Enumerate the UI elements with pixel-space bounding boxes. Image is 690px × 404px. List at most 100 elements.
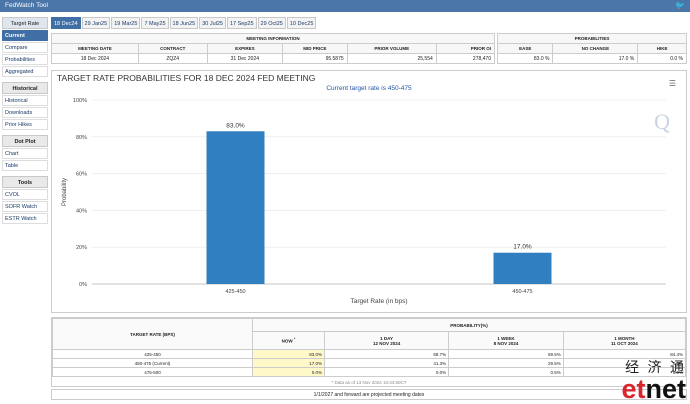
now-cell: 17.0% [252,358,325,368]
tab-meeting[interactable]: 19 Mar25 [111,17,141,29]
meeting-info-title: MEETING INFORMATION [51,33,495,44]
sidebar-item-historical[interactable]: Historical [2,95,48,106]
sidebar: Target Rate Current Compare Probabilitie… [2,17,48,225]
header-cell: CONTRACT [137,43,208,54]
table-row: 450-475 (Current) 17.0% 41.3% 29.5% 0.0% [52,358,687,368]
sidebar-item-estr-watch[interactable]: ESTR Watch [2,213,48,224]
sidebar-item-cvol[interactable]: CVOL [2,189,48,200]
now-cell: 83.0% [252,349,325,359]
expires-value: 31 Dec 2024 [206,53,284,64]
prior-volume-value: 25,554 [346,53,437,64]
sidebar-item-compare[interactable]: Compare [2,42,48,53]
probabilities-title: PROBABILITIES [497,33,687,44]
y-tick-label: 100% [73,98,87,104]
week-cell: 69.5% [448,349,564,359]
y-tick-label: 80% [76,135,87,141]
tab-meeting[interactable]: 30 Jul25 [199,17,226,29]
probability-history-table: TARGET RATE (BPS) PROBABILITY(%) NOW * 1… [52,318,687,377]
meeting-date-value: 18 Dec 2024 [51,53,139,64]
day-cell: 58.7% [323,349,450,359]
y-tick-label: 0% [79,282,87,288]
meeting-tabs: 18 Dec24 29 Jan25 19 Mar25 7 May25 18 Ju… [51,17,317,29]
tab-meeting[interactable]: 18 Jun25 [169,17,199,29]
header-cell: EASE [496,43,554,54]
sidebar-section-dot-plot: Dot Plot [2,135,48,147]
chart-panel: TARGET RATE PROBABILITIES FOR 18 DEC 202… [51,70,687,313]
sidebar-item-downloads[interactable]: Downloads [2,107,48,118]
table-row: 425-450 83.0% 58.7% 69.5% 84.4% [52,349,687,359]
bar-value-label: 83.0% [226,122,245,129]
probability-history-panel: TARGET RATE (BPS) PROBABILITY(%) NOW * 1… [51,317,687,387]
meeting-info-table: MEETING INFORMATION MEETING DATE CONTRAC… [51,33,496,64]
header-cell: MEETING DATE [51,43,139,54]
tab-meeting[interactable]: 29 Jan25 [81,17,111,29]
projected-dates-note: 1/1/2027 and forward are projected meeti… [51,389,687,400]
sidebar-section-tools: Tools [2,176,48,188]
table-row: 475-500 0.0% 0.0% 0.5% 0.0% [52,367,687,377]
header-cell: MID PRICE [282,43,348,54]
sidebar-item-chart[interactable]: Chart [2,148,48,159]
probability-bar-chart: 0% 20% 40% 60% 80% 100% 83.0% 425-450 17.0% 450-4… [62,98,666,305]
x-tick-label: 450-475 [512,289,532,295]
sidebar-item-probabilities[interactable]: Probabilities [2,54,48,65]
hamburger-menu-icon[interactable]: ☰ [668,79,676,88]
sidebar-section-target-rate: Target Rate [2,17,48,29]
period-header: 1 MONTH 11 OCT 2024 [562,331,687,350]
day-cell: 41.3% [323,358,450,368]
bar-value-label: 17.0% [513,244,532,251]
rate-cell: 450-475 (Current) [52,358,253,368]
probability-header: PROBABILITY(%) [252,318,686,332]
y-axis-label: Probability [62,178,68,206]
app-title: FedWatch Tool [5,2,48,9]
app-titlebar: FedWatch Tool 🐦 [0,0,690,12]
header-cell: EXPIRES [206,43,284,54]
period-header: 1 DAY 12 NOV 2024 [323,331,450,350]
week-cell: 0.5% [448,367,564,377]
y-tick-label: 60% [76,172,87,178]
sidebar-item-aggregated[interactable]: Aggregated [2,66,48,77]
y-tick-label: 40% [76,208,87,214]
y-tick-label: 20% [76,245,87,251]
header-cell: NO CHANGE [552,43,639,54]
prior-oi-value: 278,470 [435,53,496,64]
mid-price-value: 95.5875 [282,53,348,64]
twitter-icon[interactable]: 🐦 [675,1,685,10]
sidebar-item-current[interactable]: Current [2,30,48,41]
cme-q-logo: Q [654,109,670,134]
week-cell: 29.5% [448,358,564,368]
tab-meeting[interactable]: 7 May25 [141,17,169,29]
rate-cell: 475-500 [52,367,253,377]
sidebar-item-table[interactable]: Table [2,160,48,171]
x-tick-label: 425-450 [225,289,245,295]
header-cell: PRIOR OI [435,43,496,54]
chart-subtitle: Current target rate is 450-475 [326,85,412,92]
chart-title: TARGET RATE PROBABILITIES FOR 18 DEC 202… [57,73,316,83]
header-cell: HIKE [637,43,687,54]
data-timestamp-note: * Data as of 13 Nov 2024 16:34:50CT [331,380,407,385]
sidebar-item-sofr-watch[interactable]: SOFR Watch [2,201,48,212]
bar [493,252,552,284]
now-cell: 0.0% [252,367,325,377]
no-change-value: 17.0 % [552,53,639,64]
rate-cell: 425-450 [52,349,253,359]
bar [206,131,265,284]
tab-meeting[interactable]: 10 Dec25 [286,17,317,29]
sidebar-section-historical: Historical [2,82,48,94]
target-rate-header: TARGET RATE (BPS) [52,318,253,350]
sidebar-item-prior-hikes[interactable]: Prior Hikes [2,119,48,130]
etnet-logo-text: etnet [621,374,686,404]
now-header: NOW * [252,331,325,350]
header-cell: PRIOR VOLUME [346,43,437,54]
probabilities-table: PROBABILITIES EASE NO CHANGE HIKE 83.0 %… [496,33,687,64]
etnet-logo: 经 济 通 etnet [621,357,686,404]
tab-meeting[interactable]: 29 Oct25 [257,17,286,29]
tab-meeting[interactable]: 17 Sep25 [226,17,257,29]
period-header: 1 WEEK 8 NOV 2024 [448,331,564,350]
etnet-logo-chinese: 经 济 通 [625,360,686,376]
ease-value: 83.0 % [496,53,554,64]
contract-value: ZQZ4 [137,53,208,64]
day-cell: 0.0% [323,367,450,377]
month-cell: 0.0% [562,367,687,377]
tab-meeting[interactable]: 18 Dec24 [51,17,81,29]
x-axis-label: Target Rate (in bps) [350,298,407,305]
